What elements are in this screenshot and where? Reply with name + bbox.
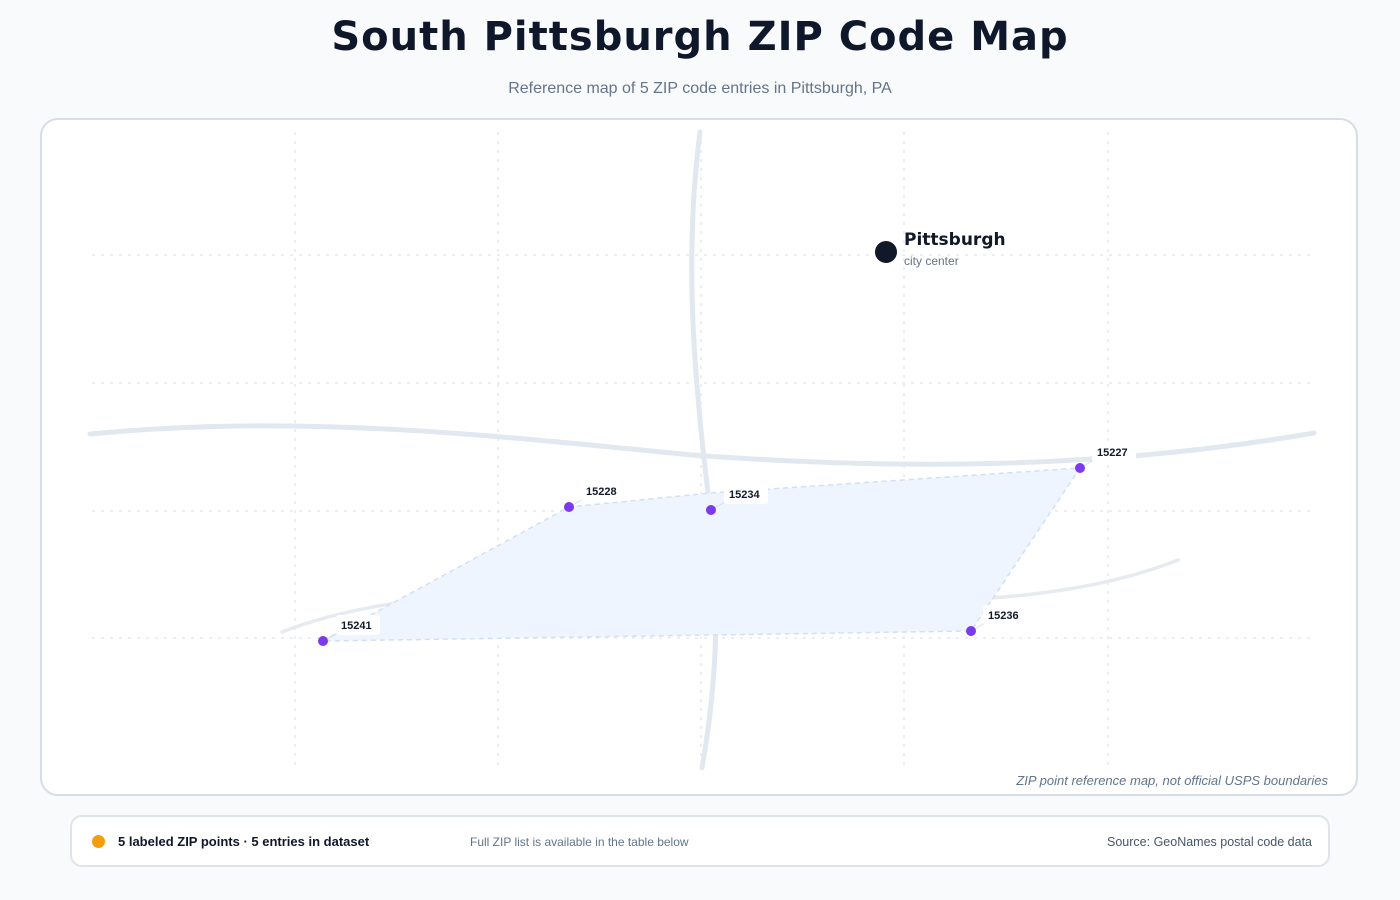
zip-label-box (724, 484, 768, 504)
legend-dot-icon (92, 835, 105, 848)
data-source: Source: GeoNames postal code data (1107, 835, 1312, 849)
zip-label-box (983, 605, 1027, 625)
zip-marker[interactable] (706, 505, 716, 515)
zip-point-15241[interactable]: 15241 (318, 615, 380, 646)
zip-label: 15234 (729, 489, 760, 501)
zip-marker[interactable] (318, 636, 328, 646)
zip-coverage-area (322, 467, 1082, 642)
zip-label-box (1092, 442, 1136, 462)
zip-label: 15241 (341, 620, 372, 632)
zip-point-15234[interactable]: 15234 (706, 484, 768, 515)
zip-count-label: 5 labeled ZIP points · 5 entries in data… (118, 834, 370, 849)
city-center-marker[interactable] (875, 241, 897, 263)
page-title: South Pittsburgh ZIP Code Map (331, 14, 1069, 60)
road-north-south (689, 129, 719, 771)
map-canvas[interactable]: Pittsburgh city center 15227 15228 15234… (42, 120, 1358, 796)
map-disclaimer: ZIP point reference map, not official US… (1016, 773, 1328, 788)
zip-label-box (336, 615, 380, 635)
zip-point-15236[interactable]: 15236 (966, 605, 1027, 636)
map-panel[interactable]: Pittsburgh city center 15227 15228 15234… (40, 118, 1358, 796)
zip-marker[interactable] (564, 502, 574, 512)
zip-point-15228[interactable]: 15228 (564, 481, 625, 512)
city-name: Pittsburgh (904, 230, 1006, 250)
city-caption: city center (904, 254, 959, 268)
zip-label-box (581, 481, 625, 501)
map-grid (92, 132, 1310, 770)
table-hint: Full ZIP list is available in the table … (470, 835, 689, 849)
page-subtitle: Reference map of 5 ZIP code entries in P… (508, 80, 892, 97)
zip-label: 15228 (586, 486, 617, 498)
zip-marker[interactable] (966, 626, 976, 636)
zip-label: 15236 (988, 610, 1019, 622)
zip-point-15227[interactable]: 15227 (1075, 442, 1136, 473)
zip-marker[interactable] (1075, 463, 1085, 473)
zip-label: 15227 (1097, 447, 1128, 459)
map-legend-bar: 5 labeled ZIP points · 5 entries in data… (70, 815, 1330, 867)
